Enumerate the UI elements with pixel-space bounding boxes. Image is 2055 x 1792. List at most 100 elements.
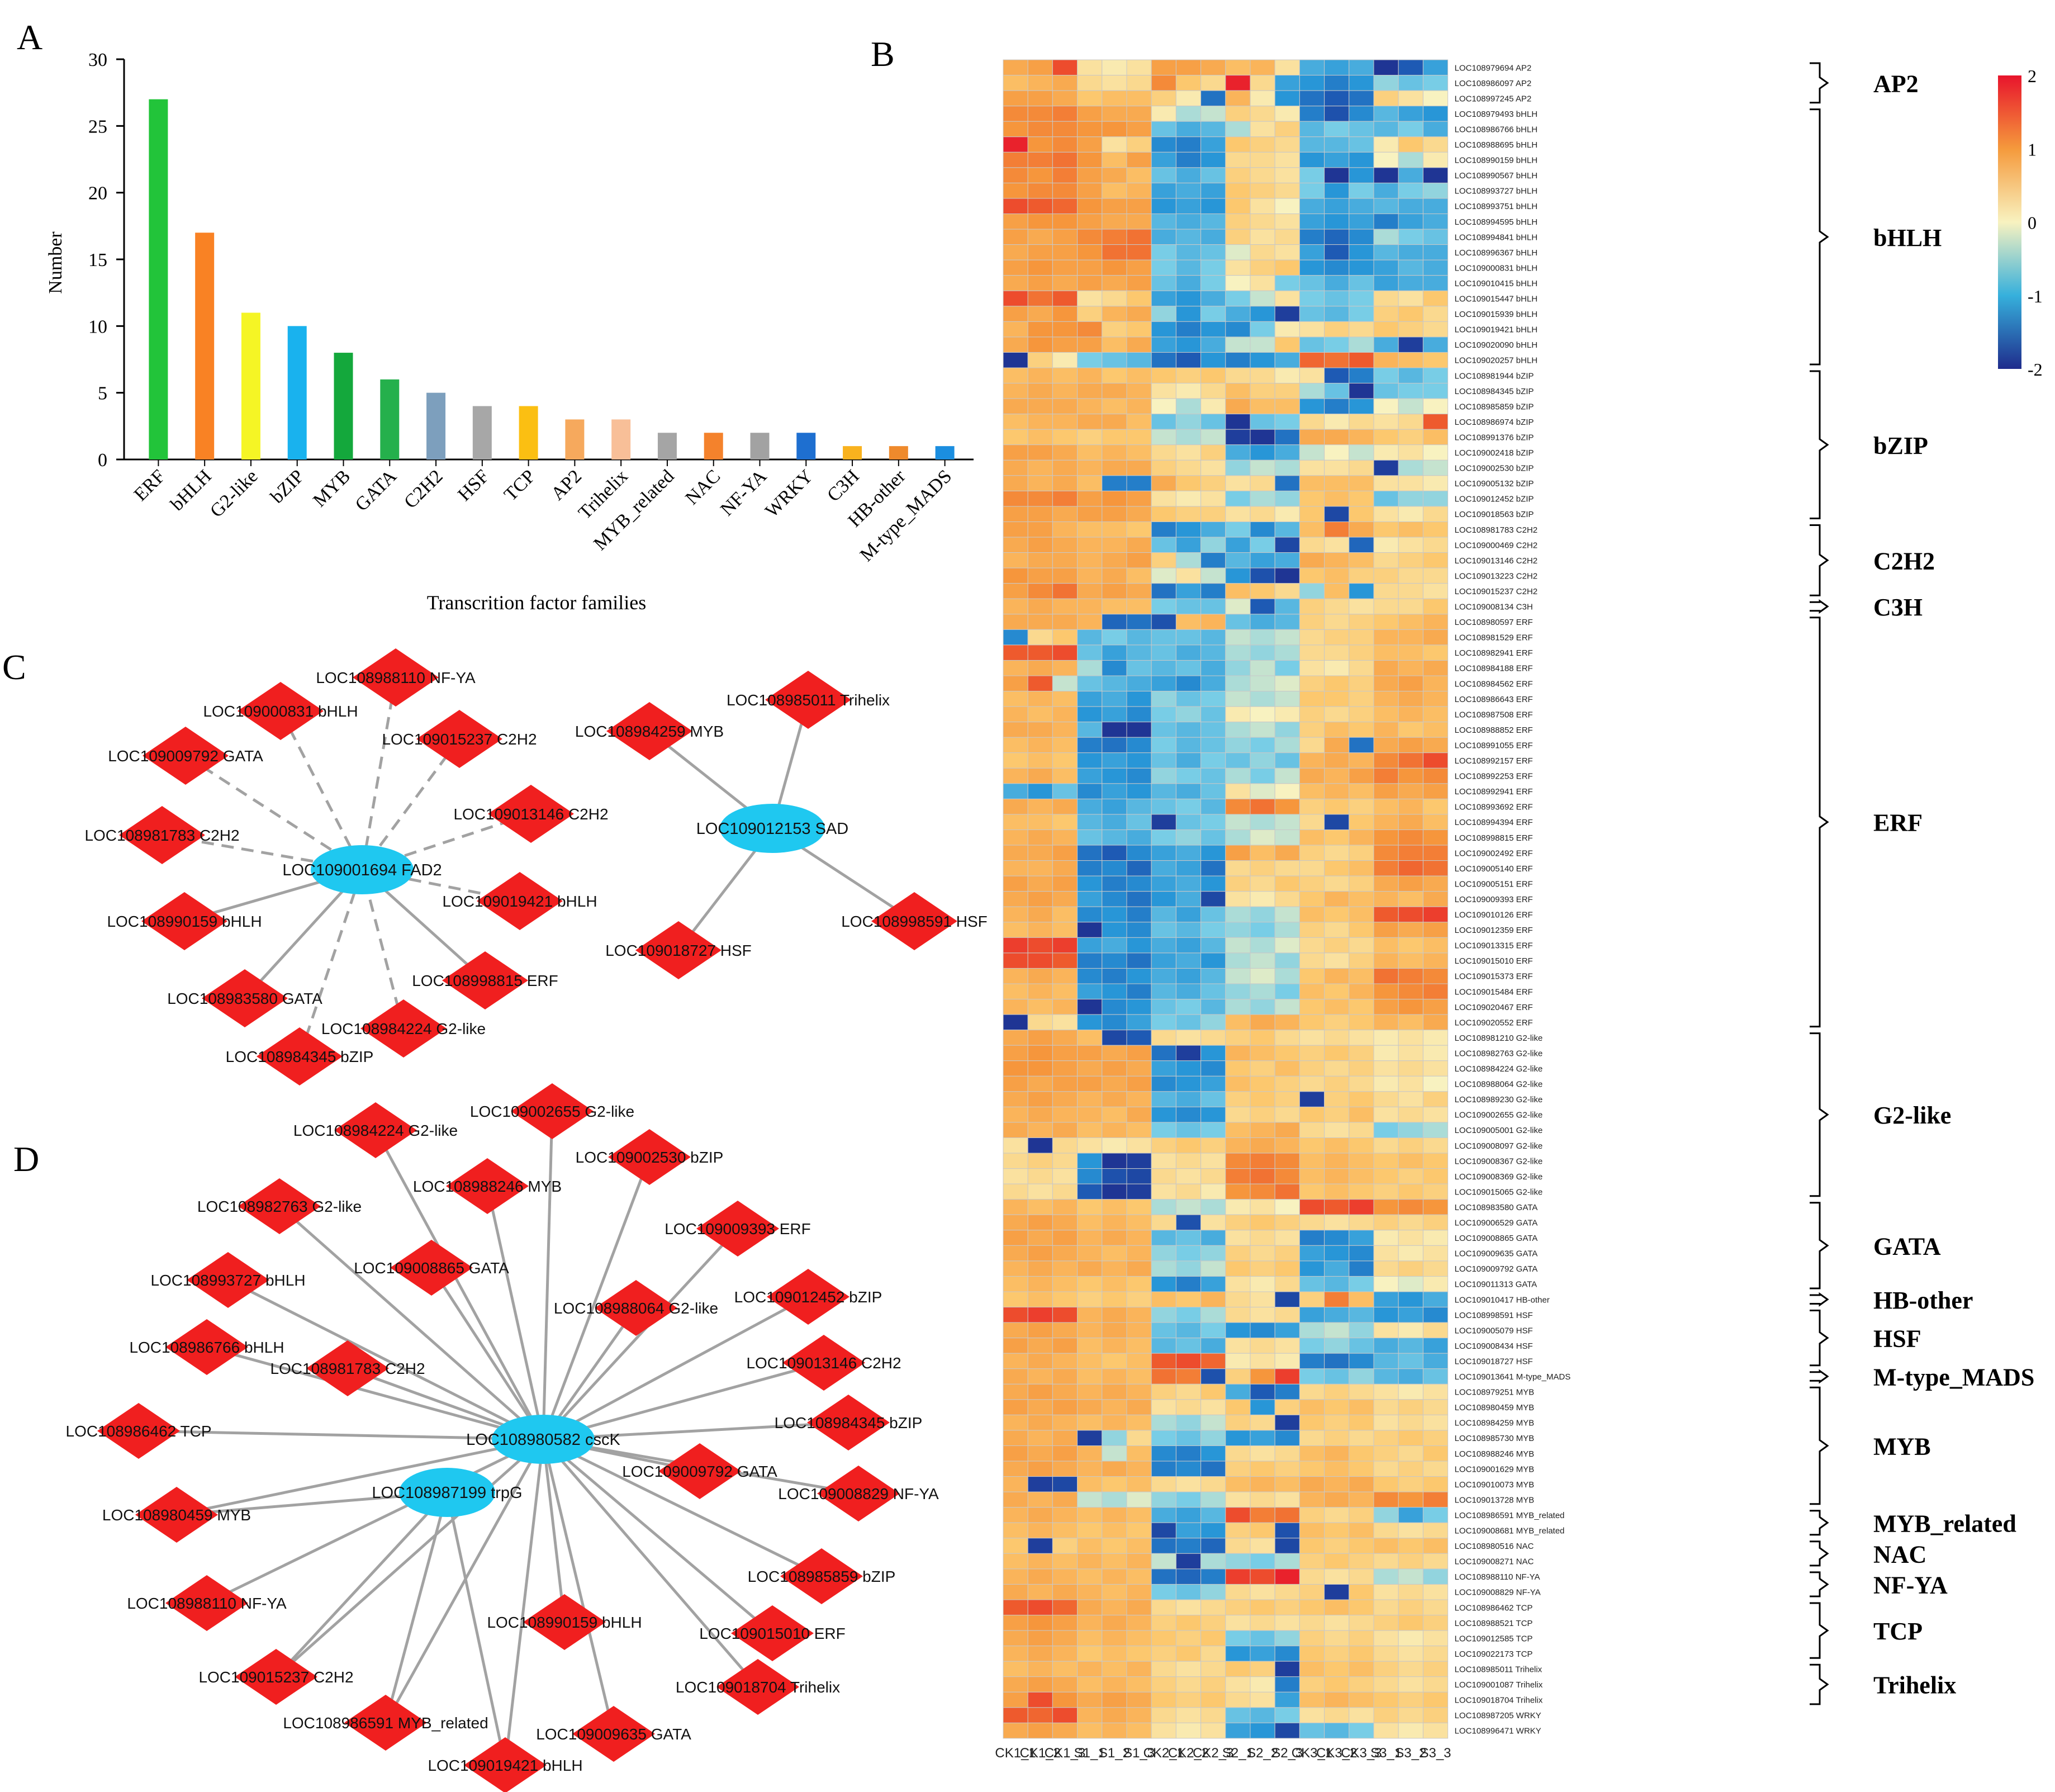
heatmap-cell xyxy=(1102,629,1127,646)
tf-node-loc109009792-gata[interactable]: LOC109009792 GATA xyxy=(108,727,263,785)
tf-node-loc109002655-g2-like[interactable]: LOC109002655 G2-like xyxy=(470,1083,634,1139)
heatmap-cell xyxy=(1422,1414,1449,1431)
tf-node-loc109013146-c2h2[interactable]: LOC109013146 C2H2 xyxy=(746,1335,901,1391)
heatmap-cell xyxy=(1250,1091,1275,1107)
heatmap-cell xyxy=(1027,1691,1053,1708)
heatmap-cell xyxy=(1200,1553,1226,1570)
tf-node-loc108986462-tcp[interactable]: LOC108986462 TCP xyxy=(66,1403,212,1459)
tf-node-loc108988064-g2-like[interactable]: LOC108988064 G2-like xyxy=(554,1280,718,1336)
heatmap-cell xyxy=(1126,1060,1152,1077)
heatmap-cell xyxy=(1373,937,1399,954)
tf-node-loc108986591-myb-related[interactable]: LOC108986591 MYB_related xyxy=(283,1695,488,1751)
heatmap-cell xyxy=(1398,75,1423,91)
heatmap-cell xyxy=(1052,229,1078,245)
heatmap-cell xyxy=(1398,1322,1423,1339)
heatmap-cell xyxy=(1274,1722,1300,1739)
heatmap-cell xyxy=(1102,1568,1127,1585)
tf-node-loc108983580-gata[interactable]: LOC108983580 GATA xyxy=(167,969,322,1027)
tf-node-loc108998591-hsf[interactable]: LOC108998591 HSF xyxy=(841,892,988,950)
hub-node-sad[interactable]: LOC109012153 SAD xyxy=(696,804,848,853)
row-label-loc108990159-bhlh: LOC108990159 bHLH xyxy=(1455,156,1537,165)
tf-node-loc108985011-trihelix[interactable]: LOC108985011 Trihelix xyxy=(727,671,890,729)
heatmap-cell xyxy=(1151,1260,1176,1277)
tf-node-loc109015237-c2h2[interactable]: LOC109015237 C2H2 xyxy=(198,1649,354,1705)
tf-node-loc108984259-myb[interactable]: LOC108984259 MYB xyxy=(575,702,724,760)
tf-node-loc108988110-nf-ya[interactable]: LOC108988110 NF-YA xyxy=(316,648,476,707)
heatmap-cell xyxy=(1324,1338,1350,1354)
bar-c3h xyxy=(843,446,862,459)
tf-node-loc109018727-hsf[interactable]: LOC109018727 HSF xyxy=(605,921,752,979)
tf-node-loc109000831-bhlh[interactable]: LOC109000831 bHLH xyxy=(203,682,358,740)
tf-node-loc108981783-c2h2[interactable]: LOC108981783 C2H2 xyxy=(84,806,240,864)
heatmap-cell xyxy=(1250,1461,1275,1477)
heatmap-cell xyxy=(1373,614,1399,630)
legend-tick-label: 0 xyxy=(2028,213,2037,233)
tf-node-loc108982763-g2-like[interactable]: LOC108982763 G2-like xyxy=(197,1178,362,1234)
heatmap-cell xyxy=(1225,1322,1251,1339)
tf-node-loc109015237-c2h2[interactable]: LOC109015237 C2H2 xyxy=(382,710,537,768)
heatmap-cell xyxy=(1349,660,1374,676)
tf-node-loc109009393-erf[interactable]: LOC109009393 ERF xyxy=(665,1201,811,1257)
hub-node-fad2[interactable]: LOC109001694 FAD2 xyxy=(282,845,442,894)
heatmap-cell xyxy=(1077,1615,1103,1631)
heatmap-cell xyxy=(1077,675,1103,692)
tf-node-loc109019421-bhlh[interactable]: LOC109019421 bHLH xyxy=(428,1737,583,1792)
tf-node-loc109018704-trihelix[interactable]: LOC109018704 Trihelix xyxy=(676,1659,840,1715)
edge xyxy=(542,1438,759,1688)
tf-node-loc108988110-nf-ya[interactable]: LOC108988110 NF-YA xyxy=(127,1575,287,1631)
heatmap-cell xyxy=(1349,922,1374,938)
heatmap-cell xyxy=(1324,198,1350,215)
heatmap-cell xyxy=(1052,290,1078,307)
heatmap-cell xyxy=(1102,1245,1127,1262)
hub-node-csck[interactable]: LOC108980582 cscK xyxy=(466,1415,620,1464)
tf-node-loc109012452-bzip[interactable]: LOC109012452 bZIP xyxy=(734,1269,882,1325)
heatmap-cell xyxy=(1003,598,1028,615)
tf-node-loc108986766-bhlh[interactable]: LOC108986766 bHLH xyxy=(129,1319,284,1375)
tf-node-loc108984224-g2-like[interactable]: LOC108984224 G2-like xyxy=(321,999,486,1058)
row-label-loc108985730-myb: LOC108985730 MYB xyxy=(1455,1434,1535,1443)
heatmap-cell xyxy=(1373,983,1399,1000)
heatmap-cell xyxy=(1225,367,1251,384)
tf-node-loc109019421-bhlh[interactable]: LOC109019421 bHLH xyxy=(442,872,597,930)
heatmap-cell xyxy=(1225,275,1251,291)
heatmap-cell xyxy=(1324,783,1350,799)
tf-node-loc109009792-gata[interactable]: LOC109009792 GATA xyxy=(622,1443,777,1499)
tf-node-loc109008829-nf-ya[interactable]: LOC109008829 NF-YA xyxy=(778,1466,939,1521)
tf-node-loc108990159-bhlh[interactable]: LOC108990159 bHLH xyxy=(487,1594,642,1650)
tf-node-loc109002530-bzip[interactable]: LOC109002530 bZIP xyxy=(576,1129,724,1185)
heatmap-cell xyxy=(1027,90,1053,107)
tf-node-loc108998815-erf[interactable]: LOC108998815 ERF xyxy=(412,951,558,1009)
node-label: LOC108984259 MYB xyxy=(575,723,724,740)
heatmap-cell xyxy=(1398,1030,1423,1046)
tf-node-loc108980459-myb[interactable]: LOC108980459 MYB xyxy=(102,1487,251,1543)
heatmap-cell xyxy=(1373,490,1399,507)
tf-node-loc108984224-g2-like[interactable]: LOC108984224 G2-like xyxy=(293,1102,458,1158)
tf-node-loc108988246-myb[interactable]: LOC108988246 MYB xyxy=(413,1158,562,1214)
heatmap-cell xyxy=(1324,1399,1350,1415)
tf-node-loc109009635-gata[interactable]: LOC109009635 GATA xyxy=(536,1706,691,1762)
tf-node-loc108981783-c2h2[interactable]: LOC108981783 C2H2 xyxy=(270,1340,425,1396)
tf-node-loc109013146-c2h2[interactable]: LOC109013146 C2H2 xyxy=(453,785,609,843)
tf-node-loc108985859-bzip[interactable]: LOC108985859 bZIP xyxy=(748,1548,896,1604)
heatmap-cell xyxy=(1373,1722,1399,1739)
heatmap-cell xyxy=(1274,968,1300,984)
heatmap-cell xyxy=(1052,937,1078,954)
heatmap-cell xyxy=(1398,737,1423,753)
tf-node-loc108990159-bhlh[interactable]: LOC108990159 bHLH xyxy=(107,892,262,950)
heatmap-cell xyxy=(1299,1291,1325,1308)
heatmap-cell xyxy=(1052,1538,1078,1554)
heatmap-cell xyxy=(1398,1214,1423,1231)
heatmap-cell xyxy=(1077,614,1103,630)
tf-node-loc109015010-erf[interactable]: LOC109015010 ERF xyxy=(699,1605,846,1661)
hub-label: LOC109001694 FAD2 xyxy=(282,861,442,879)
heatmap-cell xyxy=(1373,1399,1399,1415)
tf-node-loc109008865-gata[interactable]: LOC109008865 GATA xyxy=(354,1240,509,1296)
tf-node-loc108984345-bzip[interactable]: LOC108984345 bZIP xyxy=(775,1395,923,1450)
heatmap-cell xyxy=(1299,1137,1325,1154)
heatmap-cell xyxy=(1027,706,1053,723)
heatmap-cell xyxy=(1349,198,1374,215)
hub-node-trpg[interactable]: LOC108987199 trpG xyxy=(372,1468,523,1517)
heatmap-cell xyxy=(1225,737,1251,753)
tf-node-loc108984345-bzip[interactable]: LOC108984345 bZIP xyxy=(226,1027,374,1085)
tf-node-loc108993727-bhlh[interactable]: LOC108993727 bHLH xyxy=(150,1252,306,1308)
